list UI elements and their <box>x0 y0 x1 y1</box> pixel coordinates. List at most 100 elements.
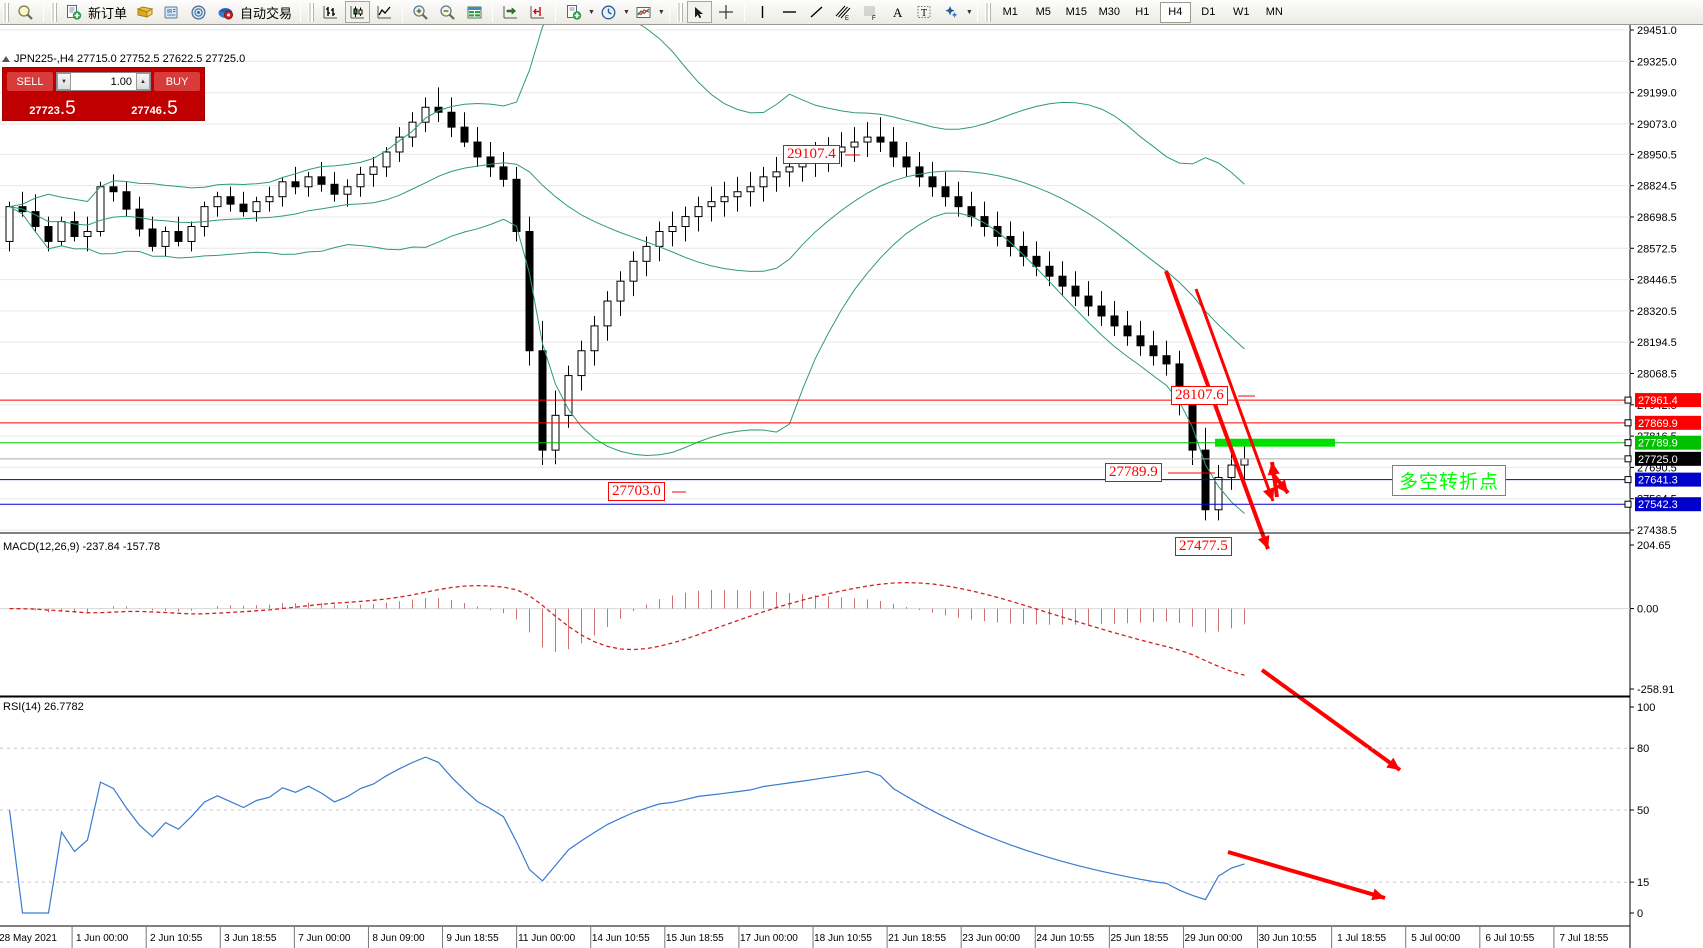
autotrading-button[interactable]: 自动交易 <box>212 1 296 23</box>
timeframe-m30[interactable]: M30 <box>1098 6 1120 18</box>
svg-text:3 Jun 18:55: 3 Jun 18:55 <box>224 933 277 944</box>
svg-text:15 Jun 18:55: 15 Jun 18:55 <box>666 933 724 944</box>
timeframe-h4[interactable]: H4 <box>1159 1 1191 23</box>
collapse-triangle-icon[interactable] <box>2 56 10 62</box>
volume-input[interactable]: ▼ 1.00 ▲ <box>56 72 151 91</box>
timeframe-mn[interactable]: MN <box>1265 6 1283 18</box>
fibonacci-icon[interactable]: F <box>858 1 883 23</box>
svg-text:7 Jul 18:55: 7 Jul 18:55 <box>1559 933 1608 944</box>
cursor-icon[interactable] <box>686 1 712 23</box>
folder-icon[interactable] <box>132 1 157 23</box>
buy-price[interactable]: 27746.5 <box>105 92 204 119</box>
toolbar-grip-2[interactable] <box>51 2 57 22</box>
svg-text:27438.5: 27438.5 <box>1637 525 1677 537</box>
svg-text:28698.5: 28698.5 <box>1637 212 1677 224</box>
callout-28107[interactable]: 28107.6 <box>1171 386 1228 405</box>
periods-button[interactable]: ▼ <box>595 1 630 23</box>
svg-text:28446.5: 28446.5 <box>1637 275 1677 287</box>
volume-increment-button[interactable]: ▲ <box>136 73 150 90</box>
turning-point-label[interactable]: 多空转折点 <box>1392 465 1507 496</box>
svg-text:29 Jun 00:00: 29 Jun 00:00 <box>1185 933 1243 944</box>
volume-decrement-button[interactable]: ▼ <box>57 73 71 90</box>
toolbar-grip-3[interactable] <box>308 2 315 22</box>
chevron-down-icon-2[interactable]: ▼ <box>622 8 630 16</box>
timeframe-h1[interactable]: H1 <box>1135 6 1150 18</box>
zoom-out-icon[interactable] <box>435 1 460 23</box>
buy-price-frac: .5 <box>161 98 178 119</box>
svg-text:8 Jun 09:00: 8 Jun 09:00 <box>372 933 425 944</box>
timeframe-m15[interactable]: M15 <box>1065 6 1087 18</box>
svg-text:28572.5: 28572.5 <box>1637 243 1677 255</box>
svg-text:7 Jun 00:00: 7 Jun 00:00 <box>298 933 351 944</box>
svg-text:204.65: 204.65 <box>1637 540 1671 552</box>
vertical-line-icon[interactable] <box>750 1 775 23</box>
text-icon[interactable]: A <box>885 1 910 23</box>
auto-scroll-icon[interactable] <box>525 1 550 23</box>
toolbar-grip-4[interactable] <box>676 2 683 22</box>
svg-text:100: 100 <box>1637 702 1655 714</box>
svg-text:0: 0 <box>1637 908 1643 920</box>
toolbar-grip[interactable] <box>3 2 9 22</box>
svg-text:25 Jun 18:55: 25 Jun 18:55 <box>1110 933 1168 944</box>
chart-area[interactable]: 29451.0 29325.0 29199.0 29073.0 28950.5 28824… <box>0 25 1703 948</box>
sell-price-int: 27723 <box>29 105 60 117</box>
templates-button[interactable]: ▼ <box>560 1 595 23</box>
callout-27477[interactable]: 27477.5 <box>1175 537 1232 556</box>
bar-chart-icon[interactable] <box>318 1 343 23</box>
svg-text:24 Jun 10:55: 24 Jun 10:55 <box>1036 933 1094 944</box>
buy-price-int: 27746 <box>131 105 162 117</box>
timeframe-d1[interactable]: D1 <box>1201 6 1216 18</box>
data-window-icon[interactable] <box>462 1 487 23</box>
svg-text:F: F <box>872 16 876 21</box>
signals-icon[interactable] <box>186 1 211 23</box>
symbol-info-text: JPN225-,H4 27715.0 27752.5 27622.5 27725… <box>14 53 246 65</box>
symbol-info-bar: JPN225-,H4 27715.0 27752.5 27622.5 27725… <box>2 53 245 65</box>
svg-text:27542.3: 27542.3 <box>1638 499 1678 511</box>
timeframe-m1[interactable]: M1 <box>1002 6 1018 18</box>
main-toolbar: 新订单 自动交易 ▼ <box>0 0 1703 25</box>
callout-29107[interactable]: 29107.4 <box>783 145 840 164</box>
indicators-button[interactable]: ▼ <box>630 1 665 23</box>
equidistant-channel-icon[interactable]: E <box>831 1 856 23</box>
toolbar-grip-5[interactable] <box>984 2 991 22</box>
chevron-down-icon-4[interactable]: ▼ <box>965 8 973 16</box>
new-order-label: 新订单 <box>88 5 128 21</box>
crosshair-icon[interactable] <box>714 1 739 23</box>
text-label-icon[interactable]: T <box>912 1 937 23</box>
svg-text:27869.9: 27869.9 <box>1638 418 1678 430</box>
svg-text:80: 80 <box>1637 743 1649 755</box>
chart-shift-icon[interactable] <box>498 1 523 23</box>
zoom-in-icon[interactable] <box>408 1 433 23</box>
buy-button[interactable]: BUY <box>154 72 200 91</box>
news-icon[interactable] <box>159 1 184 23</box>
chevron-down-icon-3[interactable]: ▼ <box>657 8 665 16</box>
svg-text:28320.5: 28320.5 <box>1637 306 1677 318</box>
svg-text:A: A <box>893 5 903 20</box>
sell-button[interactable]: SELL <box>7 72 53 91</box>
one-click-trading-panel[interactable]: SELL ▼ 1.00 ▲ BUY 27723.5 27746.5 <box>2 67 205 121</box>
shapes-button[interactable]: ▼ <box>938 1 973 23</box>
callout-27789[interactable]: 27789.9 <box>1105 463 1162 482</box>
chart-canvas: 29451.0 29325.0 29199.0 29073.0 28950.5 28824… <box>0 25 1701 948</box>
callout-27703[interactable]: 27703.0 <box>608 482 665 501</box>
timeframe-w1[interactable]: W1 <box>1233 6 1250 18</box>
horizontal-line-icon[interactable] <box>777 1 802 23</box>
trendline-icon[interactable] <box>804 1 829 23</box>
line-chart-icon[interactable] <box>372 1 397 23</box>
svg-text:1 Jul 18:55: 1 Jul 18:55 <box>1337 933 1386 944</box>
svg-text:21 Jun 18:55: 21 Jun 18:55 <box>888 933 946 944</box>
svg-text:6 Jul 10:55: 6 Jul 10:55 <box>1485 933 1534 944</box>
svg-text:2 Jun 10:55: 2 Jun 10:55 <box>150 933 203 944</box>
new-order-button[interactable]: 新订单 <box>60 1 131 23</box>
timeframe-m5[interactable]: M5 <box>1035 6 1051 18</box>
search-icon[interactable] <box>13 1 38 23</box>
chevron-down-icon[interactable]: ▼ <box>588 8 595 16</box>
sell-price[interactable]: 27723.5 <box>3 92 102 119</box>
chart-plot[interactable]: 29451.0 29325.0 29199.0 29073.0 28950.5 28824… <box>0 25 1703 948</box>
svg-text:23 Jun 00:00: 23 Jun 00:00 <box>962 933 1020 944</box>
svg-text:30 Jun 10:55: 30 Jun 10:55 <box>1259 933 1317 944</box>
svg-text:27641.3: 27641.3 <box>1638 475 1678 487</box>
candlestick-chart-icon[interactable] <box>345 1 371 23</box>
svg-text:27789.9: 27789.9 <box>1638 438 1678 450</box>
svg-text:28068.5: 28068.5 <box>1637 368 1677 380</box>
